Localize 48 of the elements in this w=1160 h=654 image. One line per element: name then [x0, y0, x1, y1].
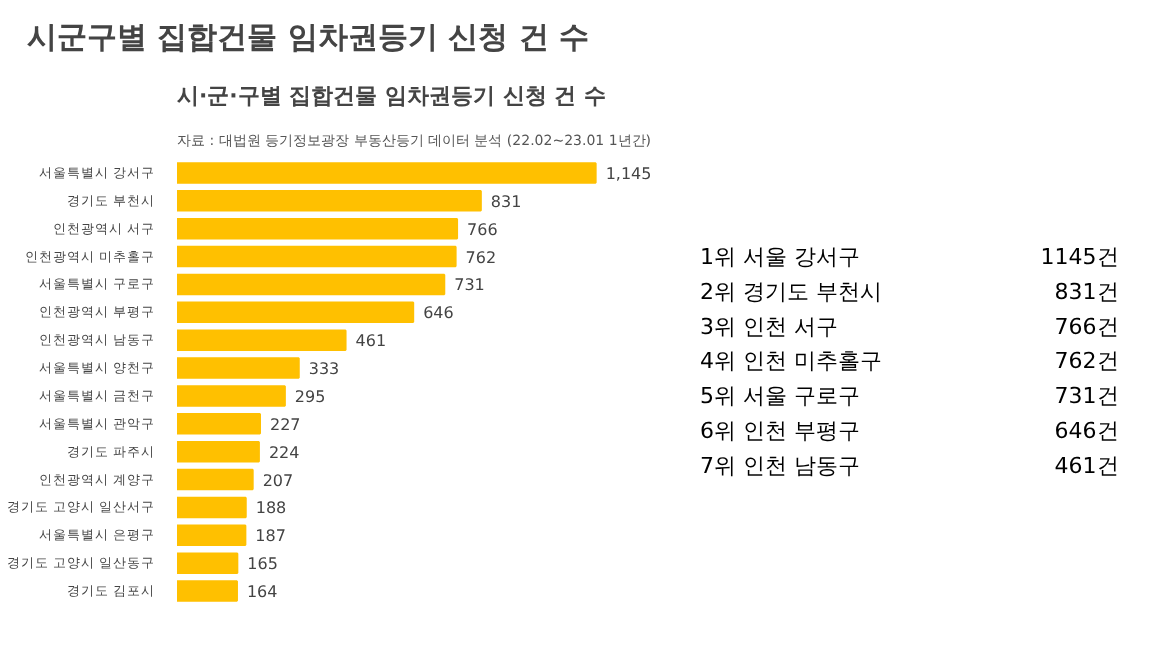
text: 6위 인천 부평구: [700, 418, 860, 445]
chart-title: 시군구별 집합건물 임차권등기 신청 건 수: [27, 19, 590, 55]
bar: [177, 524, 247, 547]
data-label: 831: [490, 192, 522, 211]
bar: [177, 552, 239, 574]
data-label: 731: [454, 276, 485, 295]
bar: [177, 301, 415, 324]
bar: [177, 440, 260, 463]
bar: [177, 413, 261, 435]
text: 7위 인천 남동구: [700, 452, 860, 479]
text: 5위 서울 구로구: [700, 383, 860, 410]
text: 646건: [1054, 418, 1119, 445]
bar: [177, 385, 286, 407]
bar: [177, 357, 300, 379]
text: 2위 경기도 부천시: [700, 278, 882, 305]
text: 3위 인천 서구: [700, 313, 838, 340]
text: 762건: [1054, 348, 1119, 375]
data-label: 188: [255, 499, 287, 518]
text: 461건: [1054, 452, 1119, 479]
data-label: 1,145: [605, 164, 652, 183]
data-label: 762: [465, 248, 497, 267]
data-label: 165: [247, 555, 278, 574]
bar: [177, 162, 597, 184]
text: 731건: [1054, 383, 1119, 410]
data-label: 227: [270, 415, 301, 434]
data-label: 207: [262, 471, 294, 490]
bar: [177, 468, 254, 491]
data-label: 461: [355, 332, 387, 351]
text: 4위 인천 미추홀구: [700, 348, 882, 375]
text: 766건: [1054, 313, 1119, 340]
data-label: 333: [308, 360, 340, 379]
data-label: 766: [467, 220, 498, 239]
bar: [177, 190, 482, 212]
data-label: 295: [294, 387, 326, 406]
chart-subtitle: 시·군·구별 집합건물 임차권등기 신청 건 수: [177, 83, 607, 109]
data-label: 646: [423, 304, 454, 323]
bar: [177, 245, 457, 268]
bar: [177, 496, 247, 519]
bar: [177, 580, 238, 602]
data-label: 224: [268, 443, 300, 462]
bar: [177, 217, 459, 240]
text: 1위 서울 강서구: [700, 244, 860, 271]
bar: [177, 329, 347, 351]
data-label: 187: [255, 527, 286, 546]
text: 1145건: [1040, 244, 1119, 271]
text: 831건: [1054, 278, 1119, 305]
data-label: 164: [246, 583, 278, 602]
bar: [177, 273, 446, 296]
